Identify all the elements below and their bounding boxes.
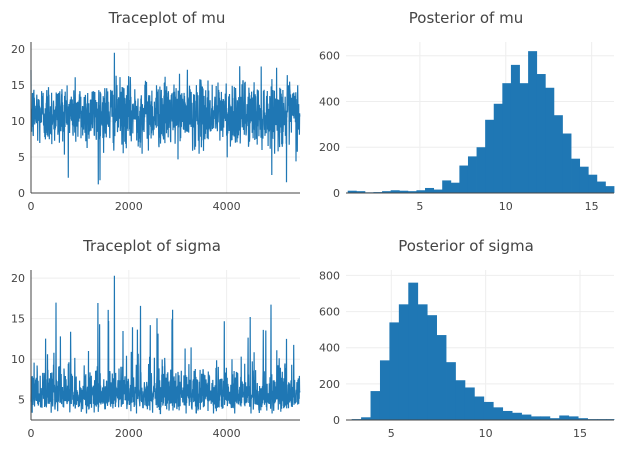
hist-mu-bar bbox=[382, 191, 392, 193]
hist-mu-y-tick-label: 200 bbox=[319, 141, 340, 154]
hist-sigma-bar bbox=[446, 362, 456, 420]
hist-mu-bar bbox=[562, 133, 572, 193]
hist-sigma-bar bbox=[455, 380, 466, 420]
hist-mu-x-tick-label: 15 bbox=[585, 200, 599, 213]
hist-sigma-bar bbox=[408, 282, 419, 420]
hist-mu-bar bbox=[416, 190, 426, 193]
trace-sigma-trace-line bbox=[30, 275, 301, 415]
hist-sigma-bar bbox=[549, 418, 560, 420]
hist-mu-bar bbox=[588, 174, 598, 193]
hist-mu-bar bbox=[390, 190, 400, 193]
hist-sigma-y-tick-label: 800 bbox=[319, 269, 340, 282]
trace-sigma-y-tick-label: 15 bbox=[11, 313, 25, 326]
hist-mu-bar bbox=[467, 156, 477, 193]
hist-sigma-bar bbox=[521, 414, 532, 420]
trace-mu-y-tick-label: 10 bbox=[11, 115, 25, 128]
hist-mu-y-tick-label: 600 bbox=[319, 50, 340, 63]
hist-sigma-bar bbox=[474, 396, 485, 420]
trace-sigma-x-tick-label: 4000 bbox=[213, 427, 241, 440]
hist-sigma-bar bbox=[559, 415, 570, 420]
hist-sigma-bar bbox=[361, 417, 371, 420]
hist-mu-bar bbox=[536, 74, 546, 193]
hist-mu-bar bbox=[356, 191, 366, 193]
hist-sigma-bar bbox=[427, 315, 437, 420]
hist-sigma-bar bbox=[389, 322, 400, 420]
posterior-sigma-panel: Posterior of sigma 0 200 400 600 800 5 10 15 bbox=[319, 237, 615, 440]
hist-mu-bar bbox=[545, 87, 555, 193]
hist-mu-bar bbox=[425, 187, 435, 193]
traceplot-sigma-panel: Traceplot of sigma 5 10 15 20 0 2000 4000 bbox=[11, 237, 301, 440]
trace-sigma-x-tick-label: 0 bbox=[28, 427, 35, 440]
trace-mu-y-tick-label: 20 bbox=[11, 43, 25, 56]
hist-sigma-bar bbox=[436, 335, 447, 420]
hist-mu-bar bbox=[476, 147, 486, 193]
traceplot-mu-title: Traceplot of mu bbox=[108, 9, 226, 27]
traceplot-sigma-title: Traceplot of sigma bbox=[82, 237, 221, 255]
hist-mu-bar bbox=[571, 158, 581, 193]
hist-sigma-x-tick-label: 15 bbox=[573, 427, 587, 440]
hist-mu-bar bbox=[433, 189, 443, 193]
hist-mu-bar bbox=[407, 191, 417, 193]
hist-sigma-y-tick-label: 200 bbox=[319, 378, 340, 391]
hist-sigma-bar bbox=[398, 304, 409, 420]
hist-mu-bar bbox=[605, 186, 615, 193]
hist-mu-y-tick-label: 0 bbox=[333, 187, 340, 200]
hist-mu-bar bbox=[596, 181, 606, 193]
trace-mu-x-tick-label: 2000 bbox=[115, 200, 143, 213]
posterior-mu-panel: Posterior of mu 0 200 400 600 5 10 15 bbox=[319, 9, 615, 213]
traceplot-mu-panel: Traceplot of mu 0 5 10 15 20 0 2000 4000 bbox=[11, 9, 301, 213]
hist-mu-bar bbox=[528, 51, 538, 193]
hist-sigma-bar bbox=[568, 416, 579, 420]
hist-sigma-x-tick-label: 5 bbox=[388, 427, 395, 440]
hist-mu-y-tick-label: 400 bbox=[319, 95, 340, 108]
hist-sigma-bar bbox=[483, 401, 494, 420]
hist-sigma-y-tick-label: 400 bbox=[319, 342, 340, 355]
trace-mu-y-tick-label: 15 bbox=[11, 79, 25, 92]
hist-sigma-bar bbox=[379, 360, 390, 420]
hist-mu-bar bbox=[399, 190, 409, 193]
hist-mu-x-tick-label: 10 bbox=[499, 200, 513, 213]
hist-mu-bar bbox=[493, 103, 503, 193]
hist-mu-bar bbox=[579, 166, 589, 193]
posterior-sigma-title: Posterior of sigma bbox=[398, 237, 534, 255]
posterior-mu-title: Posterior of mu bbox=[409, 9, 523, 27]
hist-mu-bar bbox=[442, 180, 452, 193]
trace-sigma-x-tick-label: 2000 bbox=[115, 427, 143, 440]
hist-sigma-bar bbox=[464, 387, 475, 420]
hist-mu-bar bbox=[485, 119, 495, 193]
trace-sigma-y-tick-label: 20 bbox=[11, 272, 25, 285]
hist-sigma-bar bbox=[370, 391, 381, 420]
hist-mu-bar bbox=[347, 190, 357, 193]
hist-mu-bar bbox=[553, 115, 563, 193]
hist-sigma-bar bbox=[502, 410, 513, 420]
hist-sigma-bar bbox=[578, 418, 588, 420]
trace-mu-y-tick-label: 5 bbox=[18, 151, 25, 164]
trace-sigma-y-tick-label: 5 bbox=[18, 394, 25, 407]
hist-mu-bar bbox=[450, 182, 460, 193]
hist-sigma-y-tick-label: 0 bbox=[333, 414, 340, 427]
hist-mu-bar bbox=[459, 165, 469, 193]
hist-mu-x-tick-label: 5 bbox=[416, 200, 423, 213]
hist-mu-bar bbox=[510, 64, 520, 193]
hist-mu-bar bbox=[502, 83, 512, 193]
trace-mu-trace-line bbox=[30, 52, 301, 185]
trace-mu-x-tick-label: 4000 bbox=[213, 200, 241, 213]
hist-sigma-bar bbox=[540, 416, 551, 420]
hist-sigma-x-tick-label: 10 bbox=[479, 427, 493, 440]
trace-mu-y-tick-label: 0 bbox=[18, 187, 25, 200]
hist-sigma-bar bbox=[530, 416, 541, 420]
trace-mu-x-tick-label: 0 bbox=[28, 200, 35, 213]
hist-sigma-y-tick-label: 600 bbox=[319, 306, 340, 319]
trace-sigma-y-tick-label: 10 bbox=[11, 353, 25, 366]
hist-sigma-bar bbox=[493, 407, 504, 420]
hist-mu-bar bbox=[519, 83, 529, 193]
hist-sigma-bar bbox=[512, 412, 522, 420]
hist-sigma-bar bbox=[417, 304, 428, 420]
